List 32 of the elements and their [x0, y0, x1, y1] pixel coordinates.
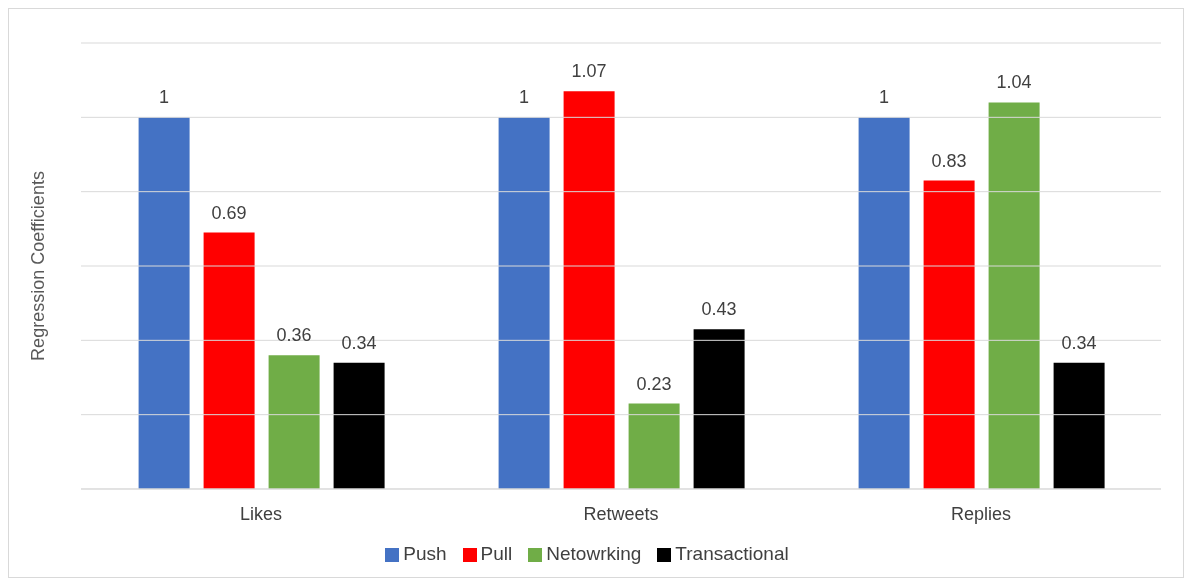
bar	[923, 180, 975, 489]
y-axis-title: Regression Coefficients	[28, 171, 49, 361]
bar	[268, 355, 320, 489]
data-label: 0.34	[341, 332, 377, 353]
bar	[693, 329, 745, 489]
bar	[138, 117, 190, 489]
data-label: 0.36	[276, 325, 312, 346]
data-label: 0.69	[211, 202, 247, 223]
bar	[858, 117, 910, 489]
bar	[628, 403, 680, 489]
bar	[333, 362, 385, 489]
data-label: 1.04	[996, 72, 1032, 93]
legend-label: Pull	[480, 543, 513, 564]
data-label: 0.23	[636, 373, 672, 394]
data-label: 1	[159, 87, 170, 108]
bar	[498, 117, 550, 489]
x-tick-label: Likes	[239, 503, 283, 524]
bar	[988, 102, 1040, 489]
legend-label: Push	[403, 543, 447, 564]
legend-label: Netowrking	[546, 543, 642, 564]
data-label: 1	[879, 87, 890, 108]
bar	[563, 91, 615, 489]
data-label: 0.34	[1061, 332, 1097, 353]
data-label: 0.83	[931, 150, 967, 171]
legend-label: Transactional	[675, 543, 789, 564]
x-tick-label: Retweets	[583, 503, 659, 524]
data-label: 1	[519, 87, 530, 108]
bar	[203, 232, 255, 489]
bar	[1053, 362, 1105, 489]
data-label: 0.43	[701, 299, 737, 320]
x-tick-label: Replies	[950, 503, 1012, 524]
data-label: 1.07	[571, 61, 607, 82]
